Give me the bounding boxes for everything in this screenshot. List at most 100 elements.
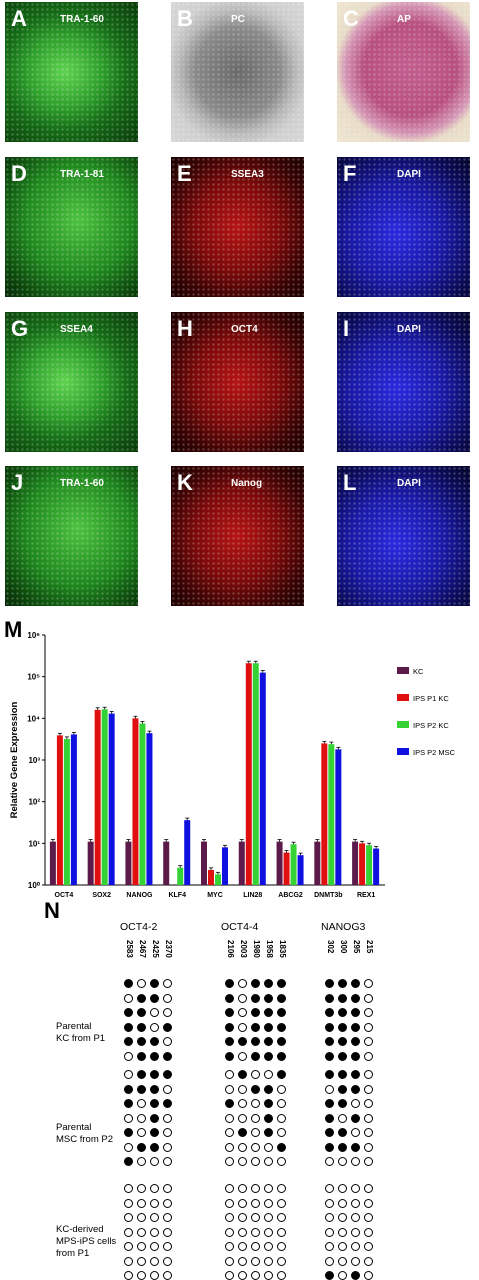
bar (146, 733, 153, 885)
unmethylated-cpg (124, 1142, 133, 1152)
unmethylated-cpg (163, 1256, 172, 1266)
methylated-cpg (351, 979, 360, 988)
x-tick-label: LIN28 (243, 892, 262, 899)
methylated-cpg (325, 1008, 334, 1017)
methylated-cpg (277, 1070, 286, 1079)
panel-label: DAPI (397, 324, 421, 335)
methylated-cpg (325, 1051, 334, 1061)
panel-letter: J (11, 470, 24, 495)
unmethylated-cpg (364, 1198, 373, 1208)
methylated-cpg (163, 1099, 172, 1108)
unmethylated-cpg (325, 1084, 334, 1094)
unmethylated-cpg (163, 1242, 172, 1251)
methylated-cpg (351, 1142, 360, 1152)
panel-j: J TRA-1-60 (5, 466, 138, 606)
panel-b: B PC (171, 2, 304, 142)
unmethylated-cpg (351, 1157, 360, 1166)
methylated-cpg (137, 1022, 146, 1032)
unmethylated-cpg (364, 1070, 373, 1079)
methylated-cpg (351, 1271, 360, 1280)
legend-swatch (397, 694, 409, 701)
panel-letter: G (11, 316, 29, 341)
methylated-cpg (150, 1128, 159, 1137)
unmethylated-cpg (124, 993, 133, 1003)
panel-texture (5, 466, 138, 606)
methylated-cpg (338, 1099, 347, 1108)
panel-letter: B (177, 6, 193, 31)
y-axis-label: Relative Gene Expression (9, 701, 20, 818)
y-tick-label: 10² (28, 798, 40, 807)
methylated-cpg (137, 1037, 146, 1046)
methylated-cpg (124, 1022, 133, 1032)
methylated-cpg (238, 1070, 247, 1079)
panel-e: E SSEA3 (171, 157, 304, 297)
unmethylated-cpg (325, 1242, 334, 1251)
unmethylated-cpg (364, 1084, 373, 1094)
legend-label: IPS P2 MSC (413, 748, 456, 757)
unmethylated-cpg (150, 1184, 159, 1193)
y-tick-label: 10⁰ (28, 881, 41, 890)
methylated-cpg (251, 1008, 260, 1017)
unmethylated-cpg (277, 1213, 286, 1222)
panel-d: D TRA-1-81 (5, 157, 138, 297)
bar (56, 735, 63, 885)
unmethylated-cpg (163, 1271, 172, 1280)
unmethylated-cpg (163, 1037, 172, 1046)
unmethylated-cpg (238, 979, 247, 988)
methylated-cpg (277, 1008, 286, 1017)
panel-a: A TRA-1-60 (5, 2, 138, 142)
methylated-cpg (264, 1128, 273, 1137)
unmethylated-cpg (338, 1242, 347, 1251)
methylated-cpg (150, 1113, 159, 1123)
methylated-cpg (150, 1051, 159, 1061)
methylated-cpg (338, 1084, 347, 1094)
panel-texture (171, 312, 304, 452)
unmethylated-cpg (351, 1256, 360, 1266)
unmethylated-cpg (150, 1227, 159, 1237)
bar (132, 718, 139, 885)
panel-label: AP (397, 14, 411, 25)
group-label-line: Parental (56, 1122, 92, 1133)
unmethylated-cpg (364, 993, 373, 1003)
unmethylated-cpg (264, 1142, 273, 1152)
methylated-cpg (163, 1022, 172, 1032)
panel-m-letter: M (4, 617, 23, 642)
methylated-cpg (264, 1037, 273, 1046)
methylated-cpg (325, 1271, 334, 1280)
unmethylated-cpg (325, 1256, 334, 1266)
panel-label: PC (231, 14, 245, 25)
unmethylated-cpg (338, 1271, 347, 1280)
unmethylated-cpg (277, 1084, 286, 1094)
bar (201, 841, 207, 885)
bar (276, 841, 283, 885)
sample-number: 2425 (151, 940, 160, 958)
unmethylated-cpg (338, 1198, 347, 1208)
unmethylated-cpg (124, 1184, 133, 1193)
unmethylated-cpg (338, 1157, 347, 1166)
unmethylated-cpg (238, 1256, 247, 1266)
unmethylated-cpg (150, 1022, 159, 1032)
unmethylated-cpg (137, 1271, 146, 1280)
x-tick-label: DNMT3b (314, 892, 342, 899)
x-tick-label: MYC (207, 892, 223, 899)
unmethylated-cpg (238, 1157, 247, 1166)
x-tick-label: SOX2 (92, 892, 111, 899)
unmethylated-cpg (351, 1184, 360, 1193)
unmethylated-cpg (364, 1271, 373, 1280)
unmethylated-cpg (338, 1227, 347, 1237)
group-label: KC-derived MPS-iPS cells from P1 (56, 1224, 116, 1260)
unmethylated-cpg (124, 1227, 133, 1237)
unmethylated-cpg (238, 1213, 247, 1222)
panel-texture (337, 312, 470, 452)
methylated-cpg (150, 1037, 159, 1046)
bar (245, 663, 252, 885)
methylated-cpg (264, 1051, 273, 1061)
unmethylated-cpg (277, 1099, 286, 1108)
unmethylated-cpg (238, 1022, 247, 1032)
unmethylated-cpg (264, 1256, 273, 1266)
methylated-cpg (277, 1037, 286, 1046)
sample-number: 302 (326, 940, 335, 954)
bar (63, 738, 70, 885)
legend-label: IPS P1 KC (413, 694, 449, 703)
methylated-cpg (225, 979, 234, 988)
